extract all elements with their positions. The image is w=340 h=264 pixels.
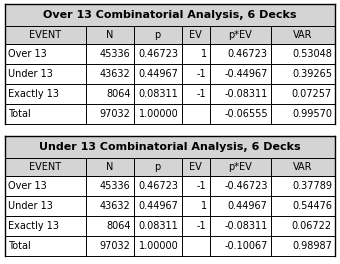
Text: Over 13 Combinatorial Analysis, 6 Decks: Over 13 Combinatorial Analysis, 6 Decks: [43, 10, 297, 20]
Text: Total: Total: [8, 109, 31, 119]
Text: Over 13: Over 13: [8, 49, 47, 59]
Text: 1: 1: [201, 49, 207, 59]
Text: Under 13: Under 13: [8, 69, 53, 79]
Text: 1.00000: 1.00000: [139, 241, 178, 251]
Bar: [5, 26, 335, 44]
Text: 0.08311: 0.08311: [139, 89, 178, 99]
Text: 0.44967: 0.44967: [139, 69, 178, 79]
Text: VAR: VAR: [293, 162, 312, 172]
Text: -0.08311: -0.08311: [224, 221, 268, 231]
Text: -1: -1: [197, 69, 207, 79]
Text: 45336: 45336: [100, 181, 131, 191]
Text: 0.37789: 0.37789: [292, 181, 332, 191]
Text: p*EV: p*EV: [228, 162, 252, 172]
Text: Exactly 13: Exactly 13: [8, 221, 59, 231]
Text: 8064: 8064: [106, 221, 131, 231]
Text: -0.46723: -0.46723: [224, 181, 268, 191]
Text: -0.08311: -0.08311: [224, 89, 268, 99]
Bar: [5, 4, 335, 124]
Text: 0.39265: 0.39265: [292, 69, 332, 79]
Bar: [5, 4, 335, 26]
Text: N: N: [106, 162, 114, 172]
Text: EV: EV: [189, 162, 202, 172]
Text: 0.46723: 0.46723: [138, 49, 178, 59]
Text: 8064: 8064: [106, 89, 131, 99]
Text: 0.44967: 0.44967: [139, 201, 178, 211]
Text: Total: Total: [8, 241, 31, 251]
Text: p: p: [154, 162, 161, 172]
Text: 0.53048: 0.53048: [292, 49, 332, 59]
Text: -1: -1: [197, 221, 207, 231]
Text: VAR: VAR: [293, 30, 312, 40]
Text: Under 13: Under 13: [8, 201, 53, 211]
Text: 0.46723: 0.46723: [138, 181, 178, 191]
Text: 43632: 43632: [100, 69, 131, 79]
Text: 43632: 43632: [100, 201, 131, 211]
Text: -1: -1: [197, 181, 207, 191]
Text: 0.07257: 0.07257: [292, 89, 332, 99]
Text: Under 13 Combinatorial Analysis, 6 Decks: Under 13 Combinatorial Analysis, 6 Decks: [39, 142, 301, 152]
Bar: [5, 136, 335, 256]
Text: Over 13: Over 13: [8, 181, 47, 191]
Text: Exactly 13: Exactly 13: [8, 89, 59, 99]
Text: 1.00000: 1.00000: [139, 109, 178, 119]
Text: 0.06722: 0.06722: [292, 221, 332, 231]
Text: 0.08311: 0.08311: [139, 221, 178, 231]
Text: 0.98987: 0.98987: [292, 241, 332, 251]
Text: p: p: [154, 30, 161, 40]
Text: 0.44967: 0.44967: [228, 201, 268, 211]
Bar: [5, 136, 335, 158]
Text: -0.06555: -0.06555: [224, 109, 268, 119]
Text: 1: 1: [201, 201, 207, 211]
Text: p*EV: p*EV: [228, 30, 252, 40]
Text: EVENT: EVENT: [29, 30, 62, 40]
Text: 0.54476: 0.54476: [292, 201, 332, 211]
Text: EV: EV: [189, 30, 202, 40]
Text: -1: -1: [197, 89, 207, 99]
Text: EVENT: EVENT: [29, 162, 62, 172]
Bar: [5, 158, 335, 176]
Text: -0.10067: -0.10067: [224, 241, 268, 251]
Text: 97032: 97032: [100, 109, 131, 119]
Text: 45336: 45336: [100, 49, 131, 59]
Text: 97032: 97032: [100, 241, 131, 251]
Text: -0.44967: -0.44967: [224, 69, 268, 79]
Text: 0.99570: 0.99570: [292, 109, 332, 119]
Text: 0.46723: 0.46723: [228, 49, 268, 59]
Text: N: N: [106, 30, 114, 40]
